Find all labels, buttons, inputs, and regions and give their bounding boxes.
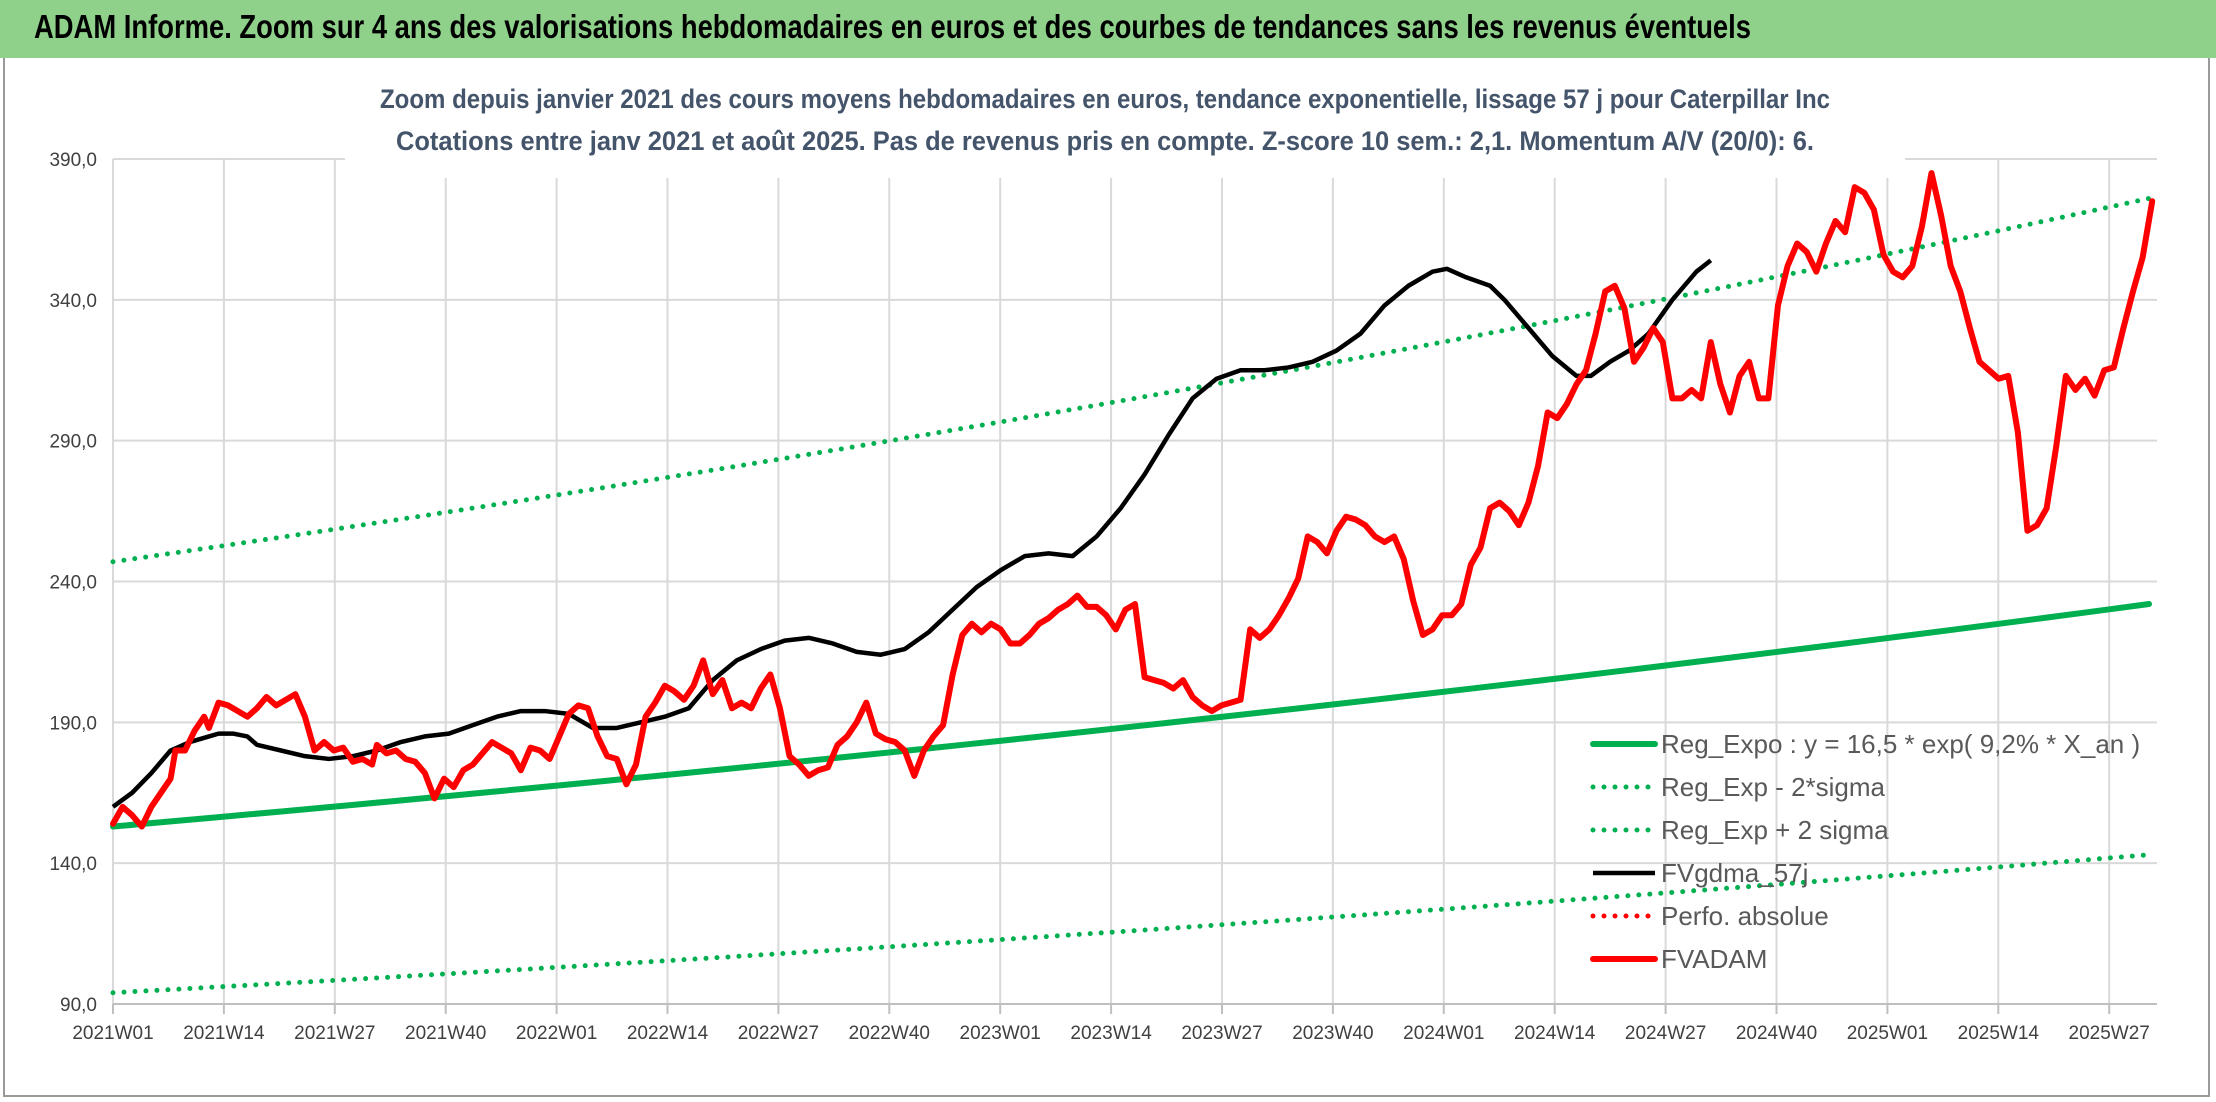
x-tick-label: 2021W40 bbox=[405, 1023, 486, 1044]
header-banner: ADAM Informe. Zoom sur 4 ans des valoris… bbox=[0, 0, 2216, 58]
x-tick-label: 2025W27 bbox=[2069, 1023, 2150, 1044]
legend-label: FVgdma_57j bbox=[1661, 858, 1808, 888]
chart-subtitle: Cotations entre janv 2021 et août 2025. … bbox=[396, 126, 1814, 156]
chart-grid bbox=[112, 158, 2157, 1005]
chart-title: Zoom depuis janvier 2021 des cours moyen… bbox=[380, 84, 1830, 114]
x-tick-label: 2023W27 bbox=[1181, 1023, 1262, 1044]
header-title: ADAM Informe. Zoom sur 4 ans des valoris… bbox=[34, 8, 1752, 45]
legend-label: FVADAM bbox=[1661, 944, 1767, 974]
x-tick-label: 2022W27 bbox=[738, 1023, 819, 1044]
x-tick-label: 2023W01 bbox=[960, 1023, 1041, 1044]
y-tick-label: 390,0 bbox=[49, 150, 97, 171]
legend-label: Reg_Expo : y = 16,5 * exp( 9,2% * X_an ) bbox=[1661, 729, 2140, 759]
y-tick-label: 240,0 bbox=[49, 573, 97, 594]
reg-exp-minus-2sigma-line bbox=[110, 852, 2152, 996]
y-tick-label: 90,0 bbox=[60, 995, 97, 1016]
x-tick-label: 2023W40 bbox=[1292, 1023, 1373, 1044]
reg-expo-line bbox=[110, 601, 2152, 830]
x-tick-label: 2022W14 bbox=[627, 1023, 709, 1044]
x-tick-label: 2024W40 bbox=[1736, 1023, 1817, 1044]
fvadam-line bbox=[110, 170, 2156, 830]
x-tick-label: 2025W01 bbox=[1847, 1023, 1928, 1044]
reg-exp-plus-2sigma-line bbox=[110, 195, 2152, 565]
legend-label: Reg_Exp + 2 sigma bbox=[1661, 815, 1889, 845]
y-tick-label: 340,0 bbox=[49, 291, 97, 312]
x-tick-label: 2021W01 bbox=[72, 1023, 153, 1044]
chart-svg: 90,0 140,0 190,0 240,0 290,0 340,0 390,0 2021W0… bbox=[49, 58, 2157, 1044]
chart-legend: Reg_Expo : y = 16,5 * exp( 9,2% * X_an )… bbox=[1590, 729, 2140, 974]
x-tick-label: 2025W14 bbox=[1958, 1023, 2040, 1044]
y-tick-label: 140,0 bbox=[49, 854, 97, 875]
x-tick-label: 2024W01 bbox=[1403, 1023, 1484, 1044]
x-tick-label: 2022W40 bbox=[849, 1023, 930, 1044]
fvgdma-57j-line bbox=[111, 258, 1713, 809]
chart-axes: 90,0 140,0 190,0 240,0 290,0 340,0 390,0 2021W0… bbox=[49, 150, 2157, 1044]
x-tick-label: 2024W14 bbox=[1514, 1023, 1596, 1044]
y-tick-label: 190,0 bbox=[49, 713, 97, 734]
chart-series bbox=[110, 170, 2156, 996]
x-tick-label: 2021W14 bbox=[183, 1023, 265, 1044]
x-tick-label: 2022W01 bbox=[516, 1023, 597, 1044]
y-tick-label: 290,0 bbox=[49, 432, 97, 453]
chart-frame: 90,0 140,0 190,0 240,0 290,0 340,0 390,0 2021W0… bbox=[3, 58, 2210, 1097]
title-backdrop bbox=[345, 58, 1905, 178]
legend-label: Perfo. absolue bbox=[1661, 901, 1829, 931]
x-tick-label: 2023W14 bbox=[1070, 1023, 1152, 1044]
legend-label: Reg_Exp - 2*sigma bbox=[1661, 772, 1886, 802]
x-tick-label: 2024W27 bbox=[1625, 1023, 1706, 1044]
x-tick-label: 2021W27 bbox=[294, 1023, 375, 1044]
